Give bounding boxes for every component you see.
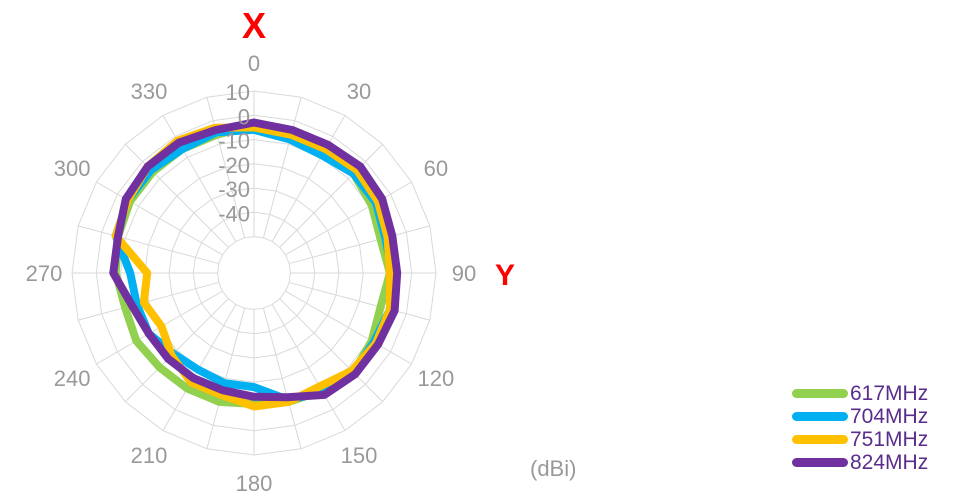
grid-spoke xyxy=(78,281,219,321)
angle-tick-label: 300 xyxy=(54,156,91,181)
angle-tick-label: 60 xyxy=(424,156,448,181)
angle-tick-label: 180 xyxy=(236,471,273,496)
angle-tick-label: 120 xyxy=(418,366,455,391)
legend: 617MHz 704MHz 751MHz 824MHz xyxy=(792,382,972,474)
angle-tick-label: 210 xyxy=(131,443,168,468)
legend-label: 751MHz xyxy=(850,428,929,451)
grid-spoke xyxy=(206,97,246,238)
legend-label: 617MHz xyxy=(850,382,929,405)
legend-swatch xyxy=(792,458,848,467)
axis-x-label: X xyxy=(242,5,266,46)
grid-spoke xyxy=(271,115,346,242)
angle-tick-label: 330 xyxy=(131,79,168,104)
legend-item: 704MHz xyxy=(792,405,972,428)
grid-spoke xyxy=(289,281,430,321)
grid-spoke xyxy=(285,181,412,256)
angle-tick-label: 30 xyxy=(347,79,371,104)
grid-spoke xyxy=(78,225,219,265)
angle-tick-label: 0 xyxy=(248,51,260,76)
radial-tick-label: 0 xyxy=(238,104,250,129)
axis-y-label: Y xyxy=(495,259,515,292)
grid-spoke xyxy=(279,143,384,248)
angle-tick-label: 90 xyxy=(452,261,476,286)
polar-grid xyxy=(71,90,437,456)
grid-spoke xyxy=(262,308,302,449)
radial-tick-label: -30 xyxy=(218,177,250,202)
angle-tick-label: 240 xyxy=(54,366,91,391)
grid-spoke xyxy=(262,97,302,238)
grid-spoke xyxy=(124,298,229,403)
grid-spoke xyxy=(96,181,223,256)
legend-item: 751MHz xyxy=(792,428,972,451)
radial-tick-label: -10 xyxy=(218,129,250,154)
series-layer xyxy=(109,118,402,411)
radial-tick-label: -20 xyxy=(218,153,250,178)
legend-swatch xyxy=(792,435,848,444)
grid-spoke xyxy=(162,115,237,242)
legend-label: 704MHz xyxy=(850,405,929,428)
unit-label: (dBi) xyxy=(530,456,576,481)
grid-spoke xyxy=(279,298,384,403)
radial-tick-label: 10 xyxy=(226,80,250,105)
legend-swatch xyxy=(792,412,848,421)
grid-spoke xyxy=(124,143,229,248)
series-line xyxy=(109,118,402,402)
angle-tick-label: 270 xyxy=(26,261,63,286)
grid-ring xyxy=(217,236,291,310)
legend-item: 617MHz xyxy=(792,382,972,405)
grid-spoke xyxy=(271,304,346,431)
radial-tick-label: -40 xyxy=(218,201,250,226)
legend-item: 824MHz xyxy=(792,451,972,474)
grid-spoke xyxy=(289,225,430,265)
grid-spoke xyxy=(206,308,246,449)
grid-spoke xyxy=(285,290,412,365)
legend-swatch xyxy=(792,389,848,398)
legend-label: 824MHz xyxy=(850,451,929,474)
angle-tick-label: 150 xyxy=(341,443,378,468)
